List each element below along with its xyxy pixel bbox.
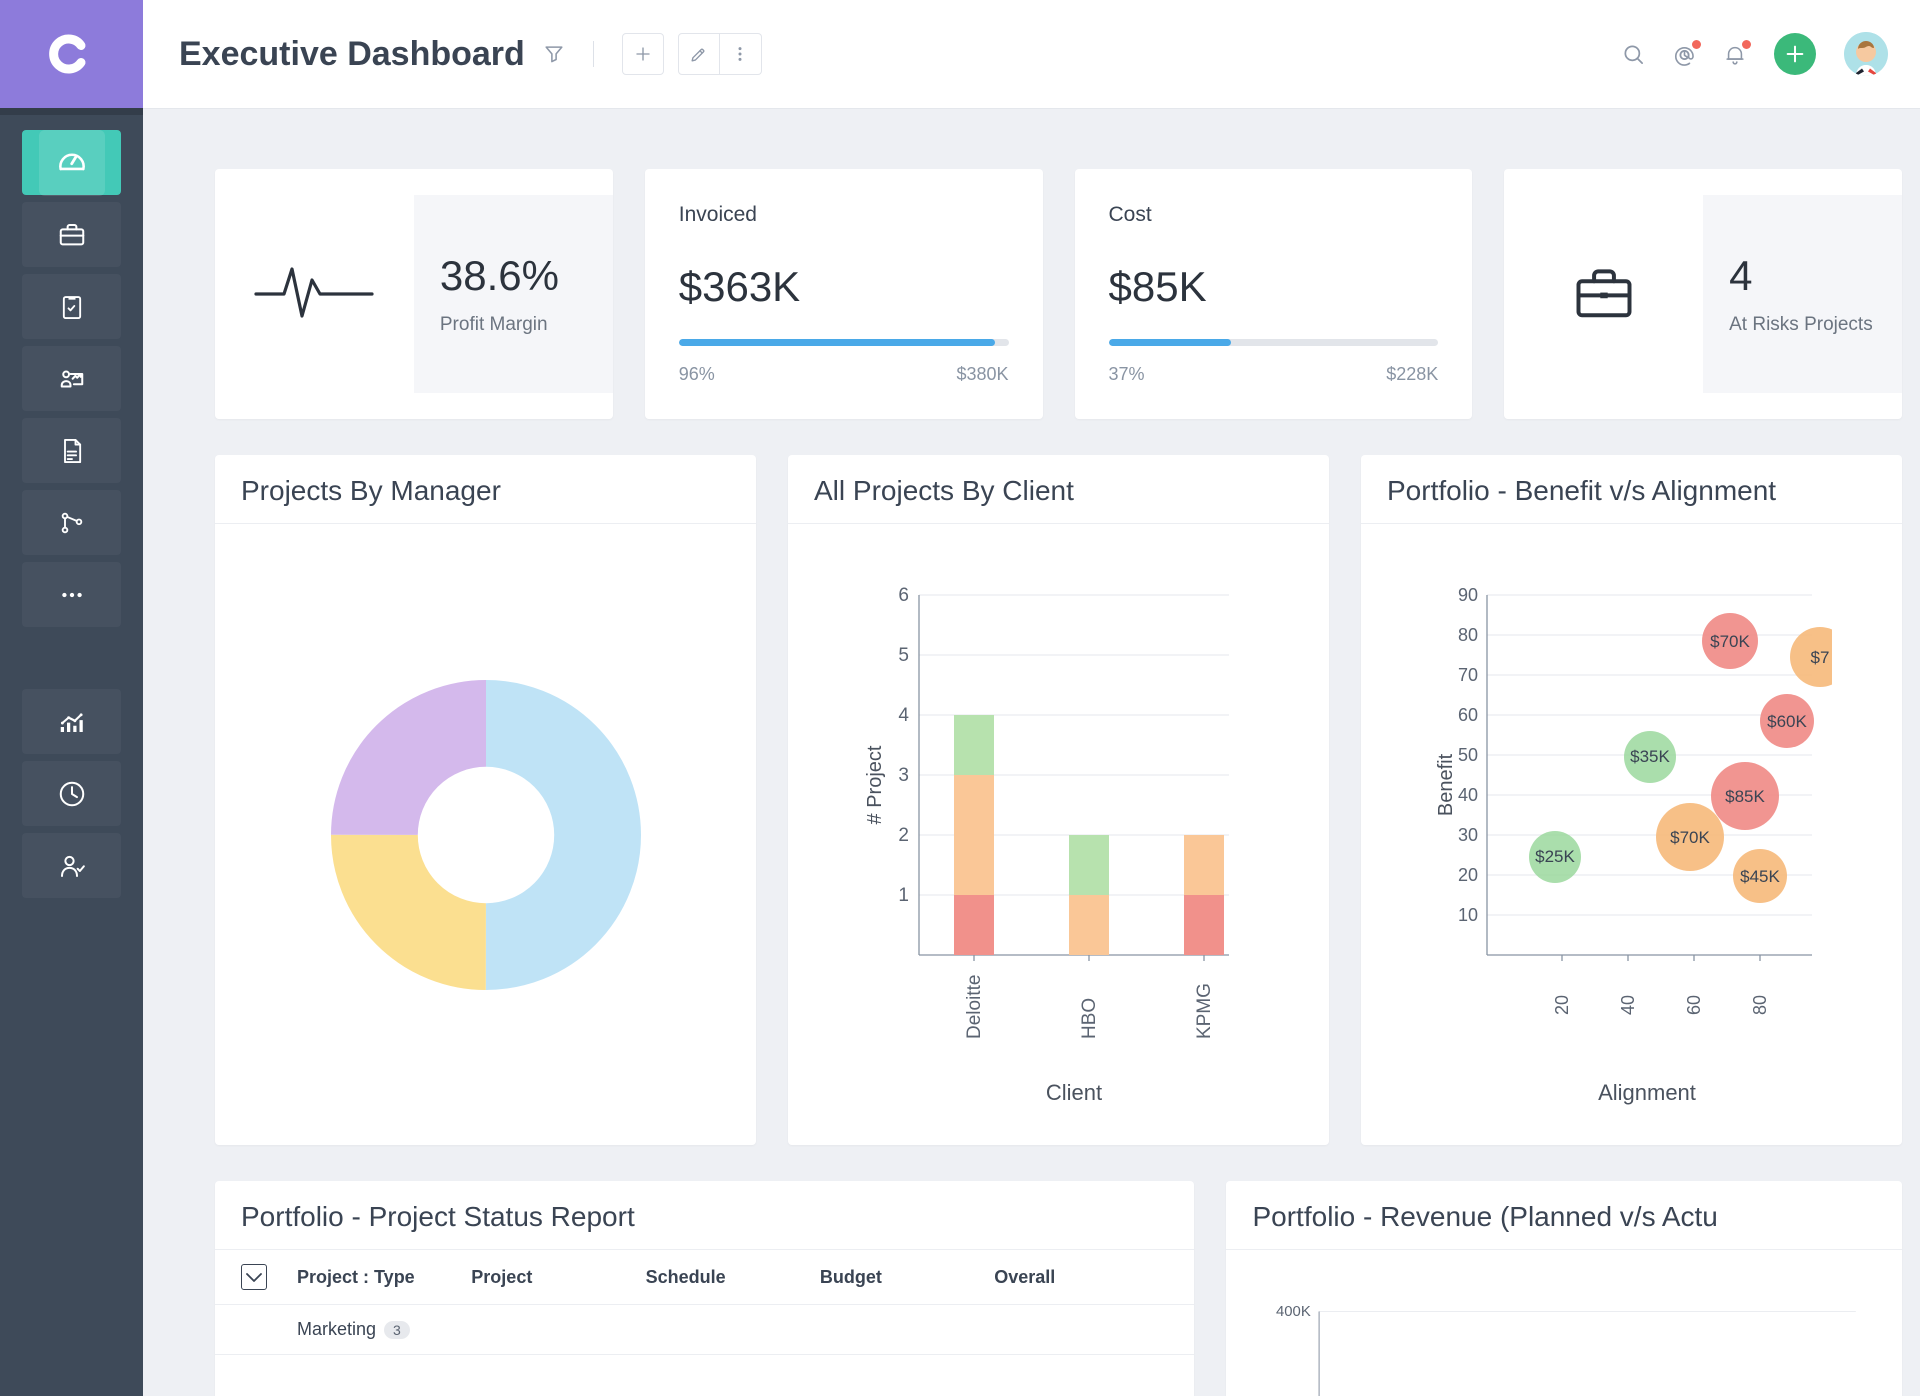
svg-text:KPMG: KPMG [1194,983,1215,1039]
svg-text:$25K: $25K [1535,847,1575,866]
svg-text:400K: 400K [1276,1304,1311,1320]
svg-text:Deloitte: Deloitte [964,974,985,1038]
svg-text:20: 20 [1457,865,1477,885]
svg-text:3: 3 [898,765,909,786]
svg-text:20: 20 [1552,994,1572,1014]
svg-text:6: 6 [898,585,909,606]
svg-text:80: 80 [1750,994,1770,1014]
svg-text:30: 30 [1457,825,1477,845]
svg-text:70: 70 [1457,665,1477,685]
svg-text:50: 50 [1457,745,1477,765]
svg-text:60: 60 [1684,994,1704,1014]
svg-text:$60K: $60K [1767,712,1807,731]
svg-text:4: 4 [898,705,909,726]
svg-text:5: 5 [898,645,909,666]
svg-text:Alignment: Alignment [1598,1080,1696,1105]
svg-text:10: 10 [1457,905,1477,925]
svg-text:$85K: $85K [1725,787,1765,806]
svg-text:2: 2 [898,825,909,846]
svg-text:90: 90 [1457,585,1477,605]
svg-text:$45K: $45K [1740,867,1780,886]
svg-text:Client: Client [1045,1080,1101,1105]
svg-text:40: 40 [1618,994,1638,1014]
svg-text:Benefit: Benefit [1435,753,1457,816]
svg-text:$7: $7 [1810,648,1829,667]
svg-text:$70K: $70K [1670,828,1710,847]
svg-text:80: 80 [1457,625,1477,645]
svg-text:$35K: $35K [1630,747,1670,766]
svg-text:1: 1 [898,885,909,906]
svg-text:60: 60 [1457,705,1477,725]
svg-text:40: 40 [1457,785,1477,805]
svg-text:$70K: $70K [1710,632,1750,651]
svg-text:HBO: HBO [1079,997,1100,1038]
svg-text:# Project: # Project [864,745,886,824]
